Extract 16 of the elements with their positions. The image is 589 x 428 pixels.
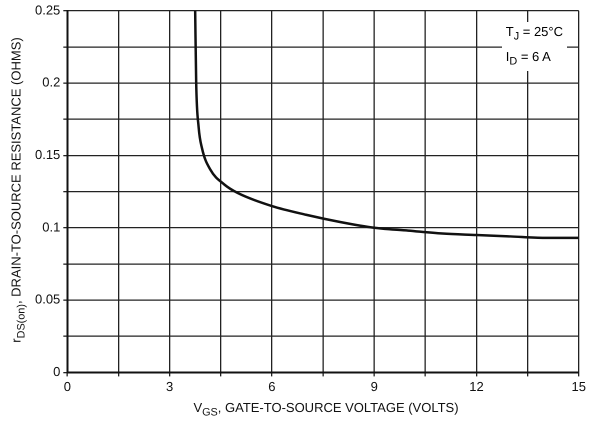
x-tick-label: 0 <box>64 378 71 394</box>
x-axis-title: V$_{GS}$, GATE-TO-SOURCE VOLTAGE (VOLTS) <box>193 400 459 419</box>
annotation: I$_{D}$ = 6 A <box>506 48 552 70</box>
y-tick-label: 0.25 <box>34 2 60 18</box>
x-tick-label: 12 <box>469 378 484 394</box>
x-tick-label: 15 <box>572 378 586 394</box>
y-tick-label: 0 <box>53 364 60 379</box>
annotation: T$_{J}$ = 25°C <box>506 23 563 45</box>
x-tick-label: 3 <box>166 378 174 394</box>
x-tick-label: 6 <box>268 378 276 394</box>
x-tick-label: 9 <box>370 378 378 394</box>
y-tick-label: 0.05 <box>34 292 60 307</box>
line-series <box>194 10 579 240</box>
y-tick-label: 0.1 <box>42 219 60 234</box>
y-tick-label: 0.2 <box>42 74 60 90</box>
y-tick-label: 0.15 <box>34 147 60 162</box>
